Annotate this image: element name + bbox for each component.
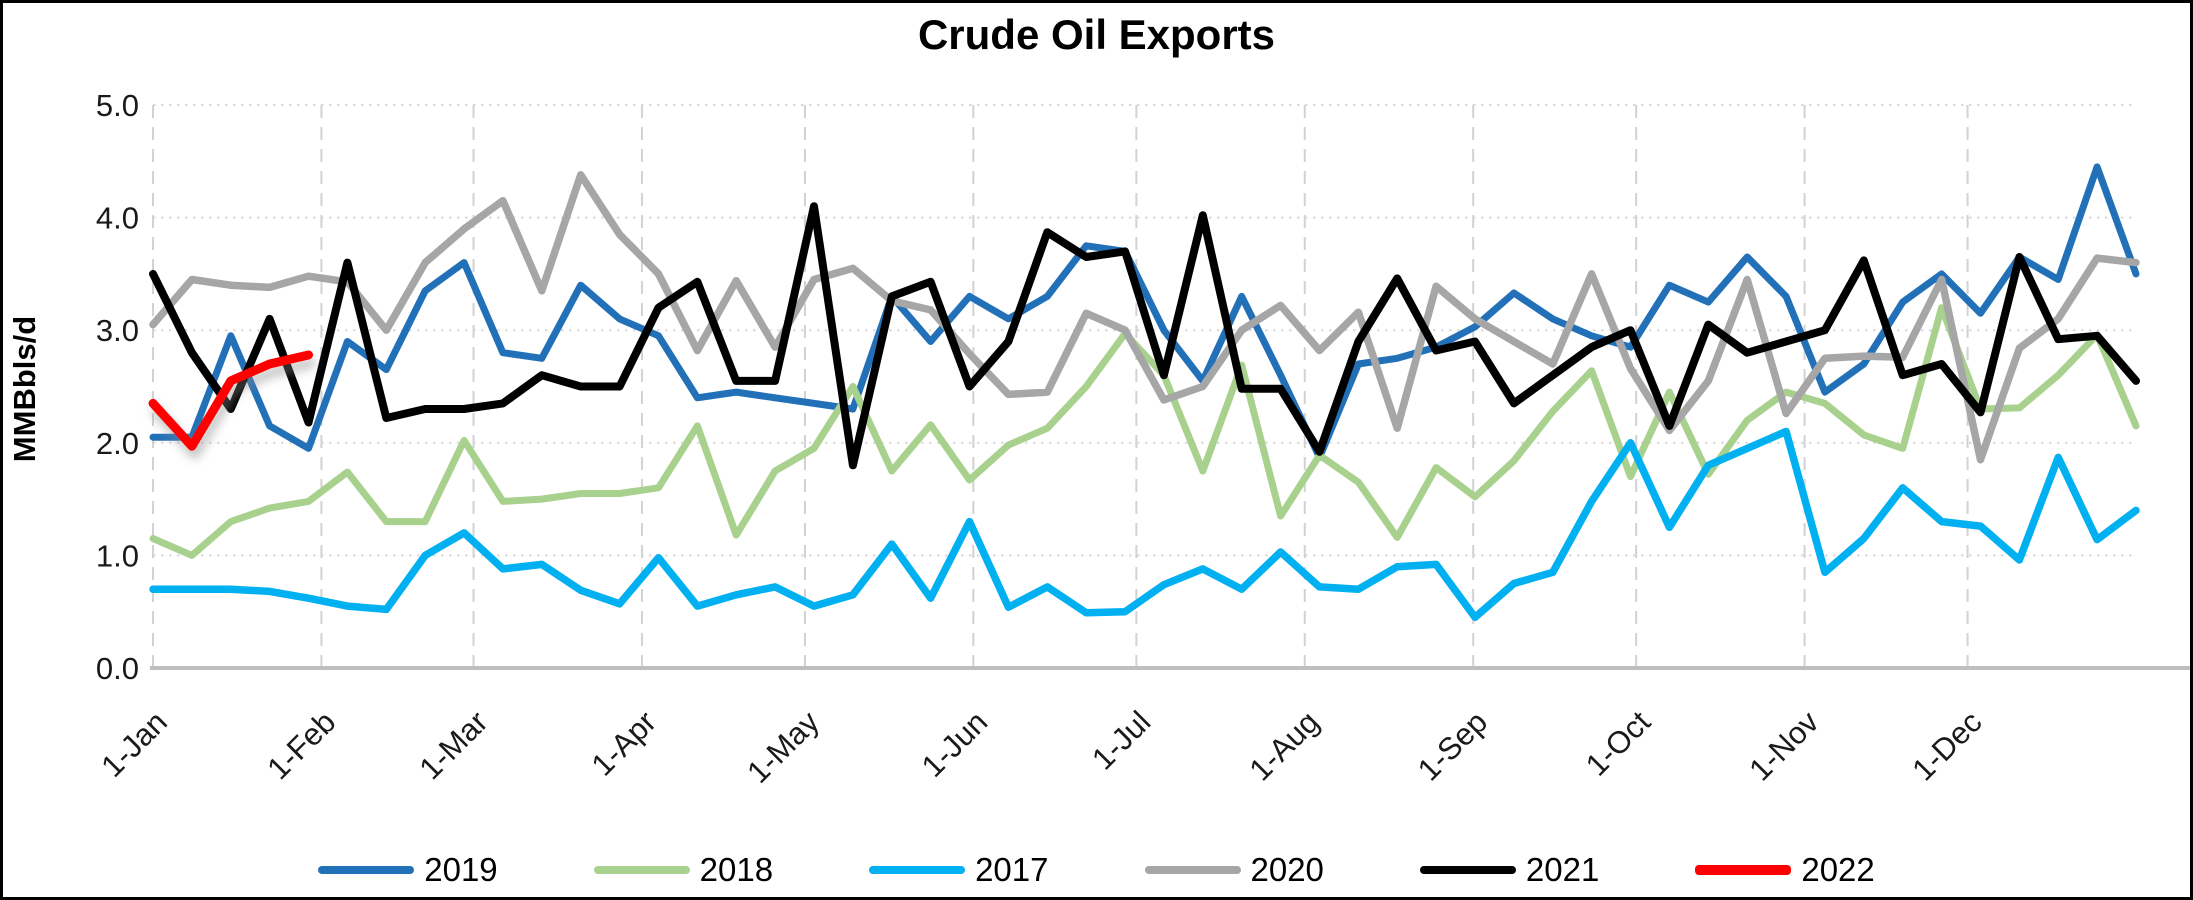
legend-swatch-2019 (318, 866, 415, 874)
series-lines (148, 163, 2140, 622)
x-tick-label-1-Jul: 1-Jul (1085, 704, 1157, 776)
y-tick-label-2.0: 2.0 (96, 426, 139, 461)
series-line-2020 (149, 171, 2140, 464)
y-tick-label-1.0: 1.0 (96, 538, 139, 573)
legend-label-2020: 2020 (1250, 851, 1324, 888)
x-tick-label-1-Oct: 1-Oct (1579, 704, 1658, 783)
x-tick-label-1-Aug: 1-Aug (1242, 704, 1325, 787)
legend-item-2019: 2019 (318, 851, 498, 889)
legend-swatch-2022 (1695, 865, 1792, 875)
legend-swatch-2021 (1419, 866, 1516, 874)
x-tick-label-1-Dec: 1-Dec (1905, 704, 1988, 787)
series-line-2018 (149, 304, 2140, 559)
x-tick-label-1-May: 1-May (740, 704, 826, 790)
x-tick-label-1-Nov: 1-Nov (1742, 704, 1826, 788)
y-tick-label-0.0: 0.0 (96, 651, 139, 686)
series-line-2021 (149, 202, 2140, 470)
y-tick-label-4.0: 4.0 (96, 201, 139, 236)
legend-item-2017: 2017 (869, 851, 1049, 889)
legend-item-2022: 2022 (1695, 851, 1875, 889)
legend-label-2021: 2021 (1525, 851, 1600, 888)
legend-label-2022: 2022 (1801, 851, 1875, 888)
x-tick-label-1-Sep: 1-Sep (1411, 704, 1494, 787)
chart-title: Crude Oil Exports (917, 11, 1276, 58)
legend-swatch-2018 (593, 866, 690, 874)
legend-label-2018: 2018 (699, 851, 774, 888)
x-tick-label-1-Jan: 1-Jan (94, 704, 174, 784)
x-tick-label-1-Feb: 1-Feb (260, 704, 342, 786)
x-tick-label-1-Mar: 1-Mar (412, 704, 494, 786)
y-tick-label-3.0: 3.0 (96, 313, 139, 348)
x-tick-label-1-Jun: 1-Jun (915, 704, 995, 784)
series-line-2022 (148, 350, 313, 451)
tick-labels: 0.0 1.0 2.0 3.0 4.0 5.0 1-Jan 1-Feb 1-Mar 1-Apr 1-… (94, 88, 1988, 790)
legend-swatch-2020 (1144, 866, 1241, 874)
legend-item-2021: 2021 (1419, 851, 1600, 889)
y-tick-label-5.0: 5.0 (96, 88, 139, 123)
legend-label-2017: 2017 (975, 851, 1049, 888)
x-tick-label-1-Apr: 1-Apr (585, 704, 663, 782)
series-line-2019 (149, 163, 2140, 461)
legend-label-2019: 2019 (424, 851, 498, 888)
legend-item-2020: 2020 (1144, 851, 1324, 889)
legend-swatch-2017 (869, 866, 966, 874)
plot-area: 0.0 1.0 2.0 3.0 4.0 5.0 1-Jan 1-Feb 1-Mar 1-Apr 1-… (94, 88, 2190, 790)
legend: 2019 2018 2017 2020 2021 2022 (3, 845, 2190, 895)
series-line-2017 (149, 427, 2140, 622)
legend-item-2018: 2018 (593, 851, 774, 889)
